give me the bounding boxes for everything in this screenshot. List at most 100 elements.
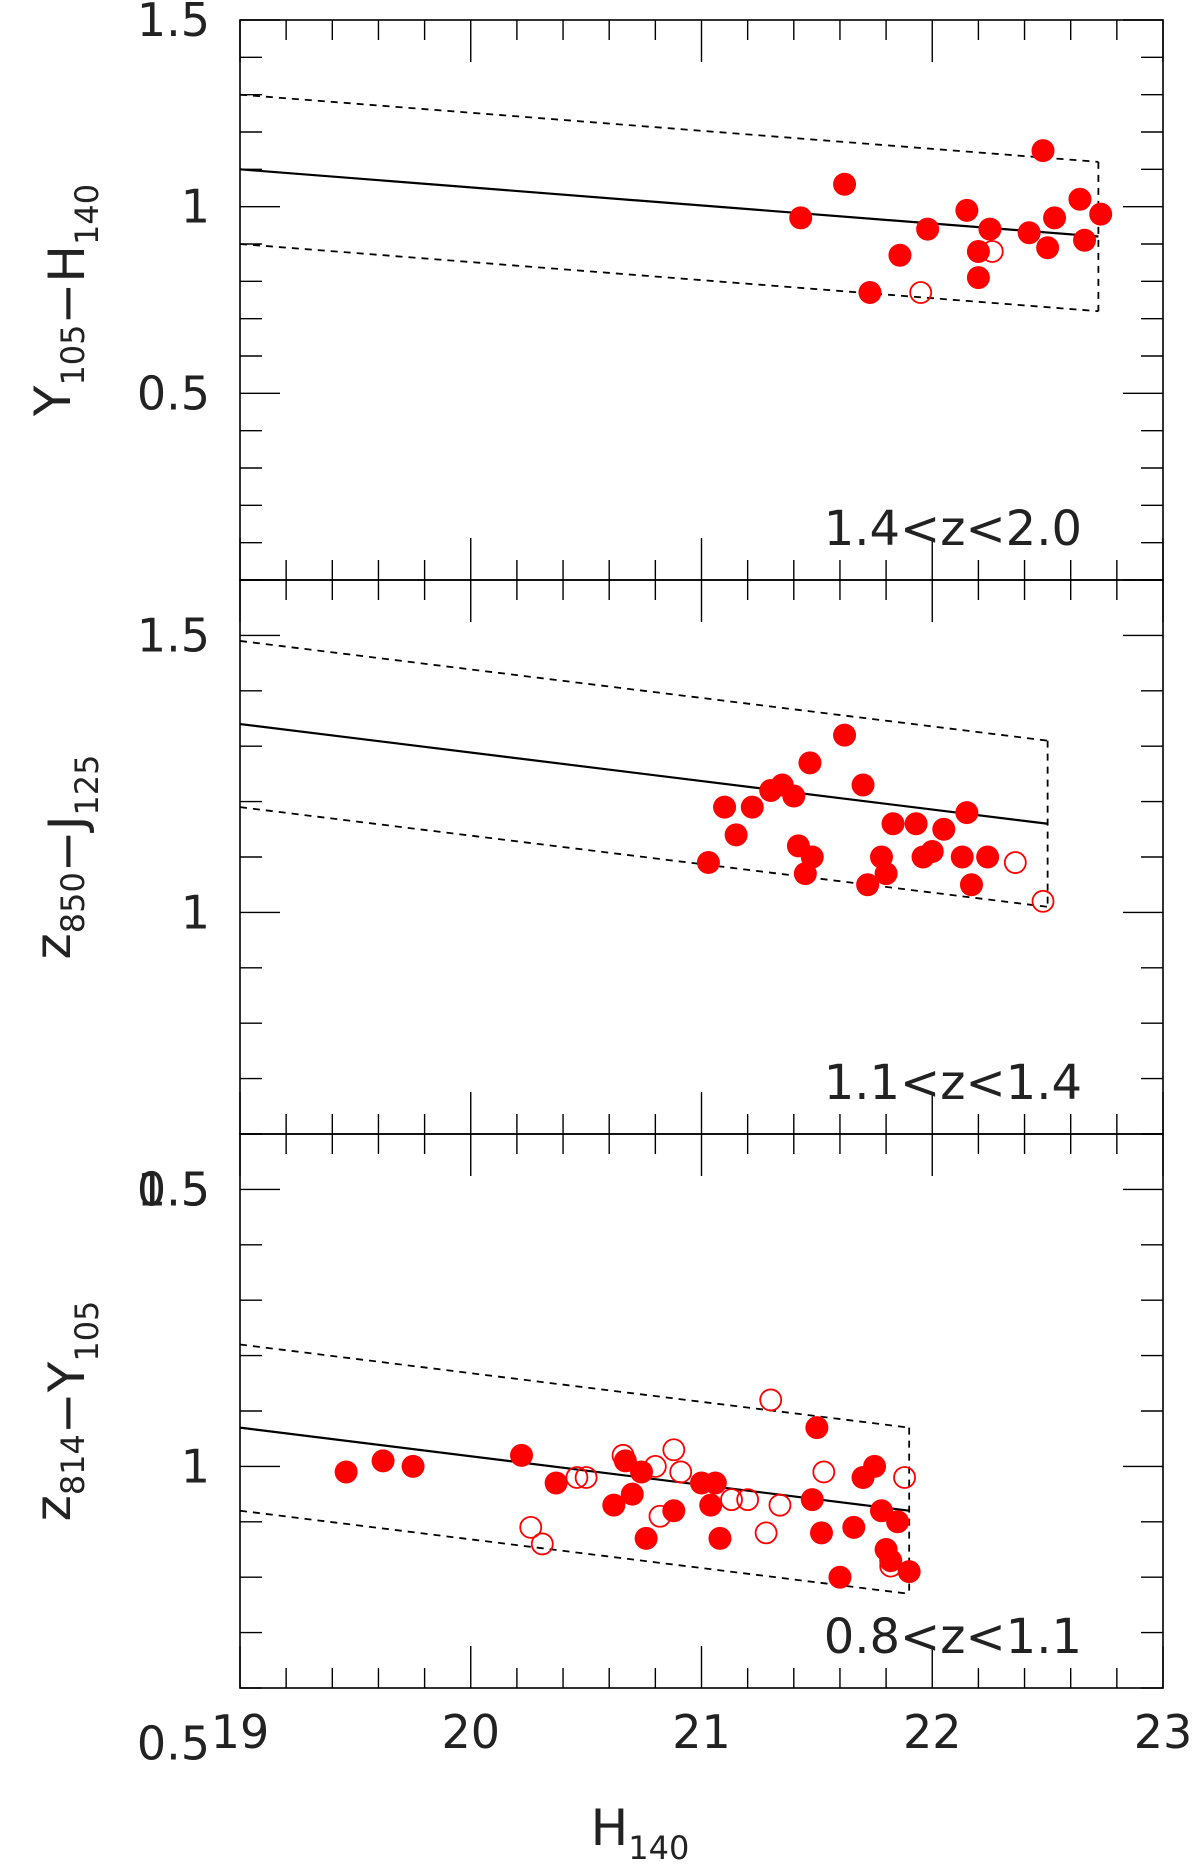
filled-point: [886, 1510, 910, 1534]
upper-envelope-line: [239, 1343, 910, 1429]
open-point: [736, 1488, 760, 1512]
filled-point: [713, 795, 737, 819]
y-tick-label: 0.5: [137, 366, 210, 420]
open-point: [565, 1466, 589, 1489]
x-axis-title-sub: 140: [628, 1829, 689, 1867]
upper-envelope-line: [239, 93, 1099, 163]
open-point: [768, 1493, 792, 1517]
filled-point: [916, 217, 940, 241]
y-tick-label: 1: [181, 885, 210, 939]
y-tick-label: 1.5: [137, 608, 210, 662]
open-point: [754, 1521, 778, 1545]
x-tick-label: 20: [441, 1705, 500, 1759]
filled-point: [809, 1521, 833, 1545]
filled-point: [856, 873, 880, 897]
open-point: [611, 1443, 635, 1467]
filled-point: [874, 862, 898, 886]
filled-point: [798, 751, 822, 775]
open-point: [893, 1466, 916, 1489]
filled-point: [602, 1493, 626, 1517]
open-point: [648, 1504, 672, 1528]
filled-point: [950, 845, 974, 869]
upper-envelope-line: [239, 640, 1048, 742]
y-axis-title-main: −H: [38, 245, 96, 325]
filled-point: [879, 1549, 903, 1573]
filled-point: [897, 1560, 921, 1584]
y-axis-title-main: −J: [38, 816, 96, 873]
y-axis-title-main: −Y: [38, 1361, 96, 1434]
panel-2: 0.5 1 1.5 z850−J125 1.1<z<1.4: [24, 579, 1164, 1216]
lower-envelope-line: [239, 1509, 910, 1595]
filled-point: [699, 1493, 723, 1517]
filled-point: [510, 1443, 534, 1467]
y-axis-title-sub: 105: [54, 324, 92, 385]
filled-point: [620, 1482, 644, 1506]
filled-point: [842, 1515, 866, 1539]
panel-frame: [239, 19, 1164, 581]
x-axis: H140 19 20 21 22 23: [211, 1705, 1193, 1867]
open-point: [662, 1438, 686, 1462]
filled-point: [630, 1460, 654, 1484]
open-point: [909, 281, 933, 304]
filled-point: [966, 266, 990, 290]
open-point: [720, 1488, 743, 1512]
panel-redshift-label: 1.1<z<1.4: [824, 1055, 1082, 1111]
filled-point: [401, 1454, 425, 1478]
filled-point: [708, 1526, 732, 1550]
open-point: [812, 1460, 836, 1484]
red-sequence-fit-line: [239, 168, 1099, 238]
filled-point: [869, 1499, 893, 1523]
filled-point: [955, 198, 979, 222]
open-point: [879, 1554, 903, 1578]
open-point: [669, 1460, 693, 1484]
open-point: [1031, 889, 1055, 913]
filled-point: [371, 1449, 395, 1473]
filled-point: [978, 217, 1002, 241]
open-point: [530, 1532, 554, 1556]
filled-point: [959, 873, 983, 897]
filled-point: [1031, 139, 1055, 163]
filled-point: [703, 1471, 727, 1495]
filled-point: [904, 812, 928, 836]
filled-point: [789, 206, 813, 230]
filled-point: [724, 823, 748, 847]
x-tick-label: 21: [672, 1705, 731, 1759]
open-point: [759, 1388, 783, 1412]
filled-point: [955, 801, 979, 825]
filled-point: [833, 172, 857, 196]
red-sequence-fit-line: [239, 722, 1048, 825]
filled-point: [976, 845, 1000, 869]
filled-point: [1089, 202, 1113, 226]
x-tick-label: 22: [903, 1705, 962, 1759]
filled-point: [1017, 221, 1041, 245]
lower-envelope-line: [239, 243, 1099, 313]
filled-point: [1043, 206, 1067, 230]
filled-point: [888, 243, 912, 267]
filled-point: [1036, 236, 1060, 260]
open-point: [643, 1455, 667, 1478]
y-tick-label: 1: [181, 180, 210, 234]
y-axis-title: Y105−H140: [24, 184, 106, 417]
panel-redshift-label: 1.4<z<2.0: [824, 501, 1082, 557]
filled-point: [544, 1471, 568, 1495]
panel-redshift-label: 0.8<z<1.1: [824, 1609, 1082, 1665]
filled-point: [1068, 187, 1092, 211]
filled-point: [634, 1526, 658, 1550]
filled-point: [828, 1565, 852, 1589]
lower-envelope-line: [239, 806, 1048, 908]
y-axis-title-sub: 140: [68, 184, 106, 245]
y-axis-title: z850−J125: [24, 754, 106, 959]
y-axis-title-sub: 105: [68, 1301, 106, 1362]
y-tick-label: 0.5: [137, 1162, 210, 1216]
filled-point: [932, 817, 956, 841]
y-tick-label: 1: [181, 1439, 210, 1493]
filled-point: [920, 839, 944, 863]
panel-1: 0.5 1 1.5 Y105−H140 1.4<z<2.0: [24, 0, 1164, 581]
filled-point: [858, 281, 882, 305]
filled-point: [334, 1460, 358, 1484]
x-axis-title-main: H: [591, 1799, 629, 1857]
x-axis-title: H140: [591, 1799, 690, 1867]
filled-point: [851, 773, 875, 797]
y-axis-title-main: z: [24, 933, 82, 959]
panel-frame: [239, 1133, 1164, 1689]
